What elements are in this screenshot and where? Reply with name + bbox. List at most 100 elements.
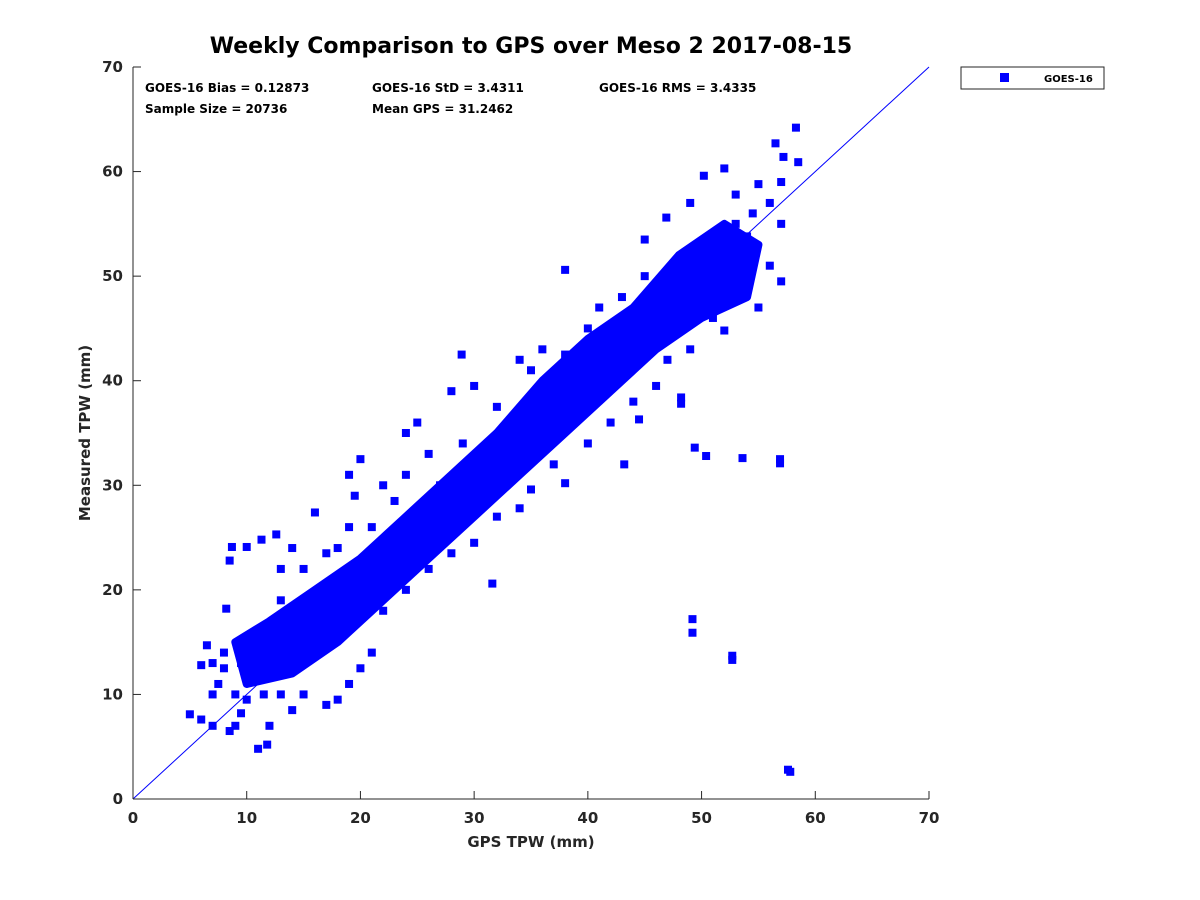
data-point [515, 504, 524, 513]
data-point [225, 556, 234, 565]
legend-marker-goes16 [1000, 73, 1009, 82]
data-point [686, 261, 695, 270]
data-point [242, 695, 251, 704]
axes: 0 10 20 30 40 50 60 70 0 10 20 30 40 50 60 70 [102, 58, 939, 827]
data-point [276, 653, 285, 662]
x-tick-label: 50 [691, 809, 712, 827]
x-tick-label: 60 [805, 809, 826, 827]
data-point [333, 585, 342, 594]
data-point [288, 632, 297, 641]
data-point [356, 455, 365, 464]
data-point [652, 381, 661, 390]
data-point [748, 209, 757, 218]
data-point [629, 313, 638, 322]
data-point [401, 429, 410, 437]
data-point [322, 606, 331, 615]
data-point [242, 659, 251, 668]
data-point [259, 690, 268, 699]
data-points [132, 66, 930, 800]
data-point [708, 313, 717, 322]
data-point [401, 470, 410, 479]
x-tick-label: 20 [350, 809, 371, 827]
x-axis-label: GPS TPW (mm) [467, 833, 594, 851]
data-point [606, 343, 615, 352]
y-tick-label: 20 [102, 581, 123, 599]
data-point [276, 690, 285, 699]
data-point [677, 393, 686, 402]
data-point [538, 345, 547, 354]
data-point [225, 727, 234, 736]
data-point [272, 530, 281, 539]
data-point [356, 664, 365, 673]
data-point [458, 439, 467, 448]
data-point [677, 399, 686, 408]
data-point [265, 721, 274, 730]
data-point [786, 767, 795, 776]
data-point [310, 508, 319, 517]
legend-box [960, 66, 1105, 90]
x-tick-label: 30 [464, 809, 485, 827]
data-point [208, 659, 217, 668]
data-point [561, 265, 570, 274]
data-point [728, 655, 737, 664]
x-tick-label: 40 [577, 809, 598, 827]
data-point [492, 512, 501, 521]
data-point [777, 178, 786, 187]
data-point [367, 648, 376, 657]
data-point [457, 350, 466, 359]
data-point [322, 549, 331, 558]
data-point [702, 452, 711, 461]
data-point [219, 664, 228, 673]
data-point [720, 164, 729, 173]
data-point [690, 443, 699, 452]
data-point [794, 158, 803, 167]
data-point [771, 139, 780, 148]
data-point [254, 744, 263, 753]
data-point [356, 575, 365, 584]
stat-bias: GOES-16 Bias = 0.12873 [145, 81, 309, 95]
data-point [617, 293, 626, 302]
data-point [333, 695, 342, 704]
data-point [595, 303, 604, 312]
data-point [288, 706, 297, 715]
data-point [635, 415, 644, 424]
data-point [299, 564, 308, 573]
data-point [227, 542, 236, 551]
data-point [662, 213, 671, 222]
data-point [242, 542, 251, 551]
y-tick-label: 10 [102, 685, 123, 703]
data-point [390, 496, 399, 505]
stat-mean-gps: Mean GPS = 31.2462 [372, 102, 513, 116]
data-point [652, 308, 661, 317]
data-point [561, 350, 570, 359]
y-tick-label: 70 [102, 58, 123, 76]
data-point [620, 460, 629, 469]
data-point [345, 470, 354, 479]
data-point [237, 709, 246, 718]
data-point [527, 485, 535, 494]
y-tick-label: 40 [102, 372, 123, 390]
data-point [765, 261, 774, 270]
data-point [219, 648, 228, 657]
data-point [257, 535, 266, 544]
data-point [447, 387, 456, 396]
data-point [779, 152, 788, 161]
data-point [436, 481, 445, 490]
y-tick-label: 0 [113, 790, 123, 808]
data-point [731, 190, 740, 199]
data-point [765, 198, 774, 207]
data-point [276, 596, 285, 605]
legend: GOES-16 [960, 66, 1105, 90]
stat-std: GOES-16 StD = 3.4311 [372, 81, 524, 95]
data-point [447, 549, 456, 558]
x-tick-label: 10 [236, 809, 257, 827]
data-point [583, 324, 592, 333]
data-point [248, 638, 257, 647]
stat-rms: GOES-16 RMS = 3.4335 [599, 81, 756, 95]
data-point [629, 397, 638, 406]
data-point [754, 180, 763, 189]
data-point [754, 303, 763, 312]
data-point [265, 627, 274, 636]
chart-title: Weekly Comparison to GPS over Meso 2 201… [210, 34, 852, 59]
